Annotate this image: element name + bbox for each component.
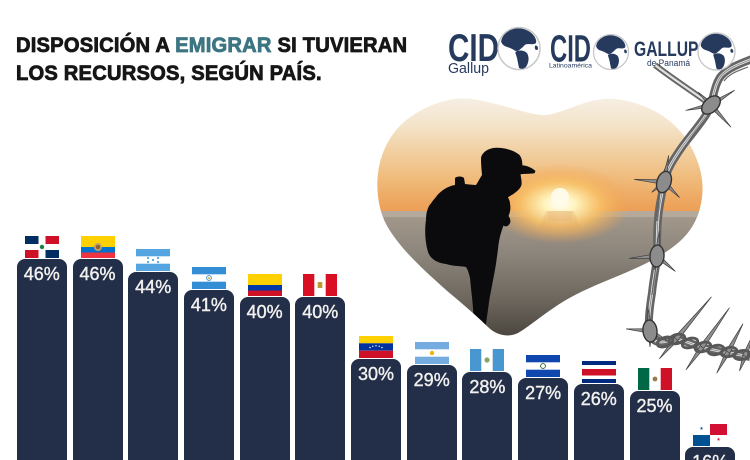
svg-text:CID: CID: [448, 27, 499, 70]
svg-text:de Panamá: de Panamá: [647, 58, 691, 69]
svg-text:Gallup: Gallup: [448, 61, 489, 77]
svg-text:Latinoamérica: Latinoamérica: [549, 63, 592, 70]
svg-text:GALLUP: GALLUP: [634, 38, 699, 61]
svg-text:CID: CID: [550, 29, 591, 71]
